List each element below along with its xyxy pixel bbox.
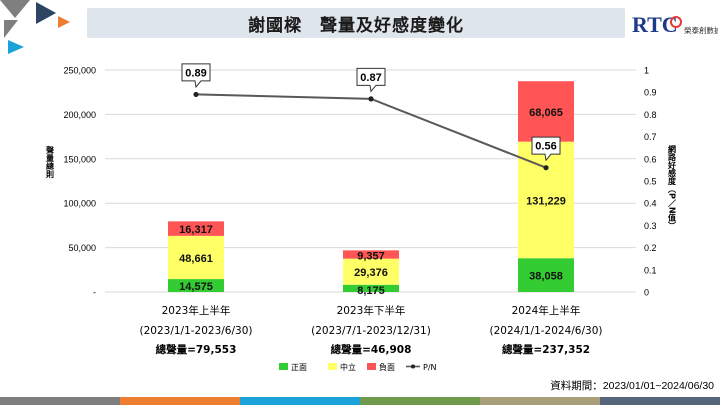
corner-triangle-navy (36, 2, 56, 24)
y-tick-label: 200,000 (63, 110, 96, 120)
pn-line (195, 93, 547, 169)
y2-axis-label: 網路好感度（P／N值） (667, 144, 677, 230)
category-sublabel: (2023/1/1-2023/6/30) (140, 325, 253, 337)
y-axis-label: 聲量總則 (46, 145, 55, 179)
bottom-bar-segment (0, 397, 120, 405)
y-tick-label: 100,000 (63, 199, 96, 209)
corner-triangle-gray (0, 0, 30, 18)
y-tick-label: 50,000 (68, 243, 96, 253)
bar-segment (343, 284, 399, 292)
category-labels: 2023年上半年 (2023/1/1-2023/6/30) 總聲量=79,553 20… (140, 304, 603, 356)
pn-point (543, 165, 549, 171)
title-banner: 謝國樑 聲量及好感度變化 (87, 8, 625, 38)
pn-data-label: 0.89 (185, 67, 206, 79)
y2-tick-label: 0.3 (644, 221, 657, 231)
bar-segment (168, 221, 224, 236)
y2-tick-label: 0.8 (644, 110, 657, 120)
pn-callout (356, 67, 386, 93)
corner-triangle-gray-2 (4, 20, 18, 38)
bar-data-label: 29,376 (354, 267, 388, 279)
logo-circle-icon (670, 16, 682, 28)
bar-data-label: 131,229 (526, 195, 566, 207)
y2-tick-label: 0.6 (644, 154, 657, 164)
y2-tick-label: 1 (644, 66, 649, 76)
axis-labels: 聲量總則 網路好感度（P／N值） (46, 144, 677, 230)
pn-callout (531, 136, 561, 162)
y2-tick-label: 0.4 (644, 199, 657, 209)
corner-decoration (0, 0, 70, 54)
bar-segment (518, 258, 574, 292)
pn-data-label: 0.56 (535, 141, 556, 153)
bar-data-label: 8,175 (357, 285, 385, 297)
pn-line-series: 0.89 0.87 0.56 (181, 63, 561, 171)
bottom-bar-segment (600, 397, 720, 405)
bar-data-label: 9,357 (357, 250, 385, 262)
bar-segment (518, 81, 574, 142)
bottom-bar-segment (480, 397, 600, 405)
category-label: 2024年上半年 (512, 304, 581, 317)
bar-segment (168, 235, 224, 280)
y2-tick-label: 0.2 (644, 243, 657, 253)
category-total: 總聲量=237,352 (502, 343, 590, 356)
category-total: 總聲量=46,908 (331, 343, 412, 356)
corner-triangle-blue (8, 40, 24, 54)
bottom-bar-segment (240, 397, 360, 405)
bar-data-label: 48,661 (179, 253, 213, 265)
category-sublabel: (2024/1/1-2024/6/30) (490, 325, 603, 337)
logo-tagline: 榮泰創數據 (684, 25, 718, 35)
legend-label: 正面 (291, 363, 307, 372)
y2-tick-label: 0.1 (644, 265, 657, 275)
source-note: 資料期間：2023/01/01~2024/06/30 (550, 380, 714, 392)
corner-triangle-orange (58, 16, 70, 28)
legend-line-marker (411, 364, 415, 369)
y-tick-label: 150,000 (63, 154, 96, 164)
bottom-bar-segment (360, 397, 480, 405)
y2-tick-label: 0.5 (644, 177, 657, 187)
bar-data-label: 16,317 (179, 224, 213, 236)
y-tick-label: - (93, 288, 96, 298)
y2-axis-ticks: 0 0.1 0.2 0.3 0.4 0.5 0.6 0.7 0.8 0.9 1 (644, 66, 657, 298)
y2-tick-label: 0.7 (644, 132, 657, 142)
bar-data-label: 68,065 (529, 107, 563, 119)
bar-series (168, 81, 574, 292)
legend-swatch (279, 363, 288, 370)
legend-swatch (328, 363, 337, 370)
category-label: 2023年下半年 (337, 304, 406, 317)
legend-swatch (367, 363, 376, 370)
pn-data-label: 0.87 (360, 72, 381, 84)
legend-label: 負面 (379, 362, 395, 372)
legend-label: 中立 (340, 362, 356, 372)
bar-data-label: 14,575 (179, 281, 213, 293)
bar-segment (343, 250, 399, 259)
bottom-bar-segment (120, 397, 240, 405)
page-title: 謝國樑 聲量及好感度變化 (248, 15, 464, 36)
logo-brand-text: RTC (632, 12, 678, 37)
bar-data-labels: 14,575 48,661 16,317 8,175 29,376 9,357 38,058… (179, 107, 566, 297)
legend: 正面 中立 負面 P/N (279, 362, 437, 372)
rtc-logo: RTC 榮泰創數據 (632, 12, 718, 37)
category-label: 2023年上半年 (162, 304, 231, 317)
pn-callout (181, 63, 211, 89)
bottom-color-bar (0, 397, 720, 405)
bar-data-label: 38,058 (529, 271, 563, 283)
bar-segment (168, 279, 224, 292)
legend-label: P/N (423, 363, 437, 372)
y-tick-label: 250,000 (63, 66, 96, 76)
bar-segment (343, 258, 399, 285)
category-total: 總聲量=79,553 (156, 343, 237, 356)
pn-point (193, 91, 199, 98)
category-sublabel: (2023/7/1-2023/12/31) (311, 325, 431, 337)
y-axis-ticks: - 50,000 100,000 150,000 200,000 250,000 (63, 66, 96, 298)
pn-point (368, 96, 374, 102)
y2-tick-label: 0.9 (644, 88, 657, 98)
y2-tick-label: 0 (644, 288, 649, 298)
